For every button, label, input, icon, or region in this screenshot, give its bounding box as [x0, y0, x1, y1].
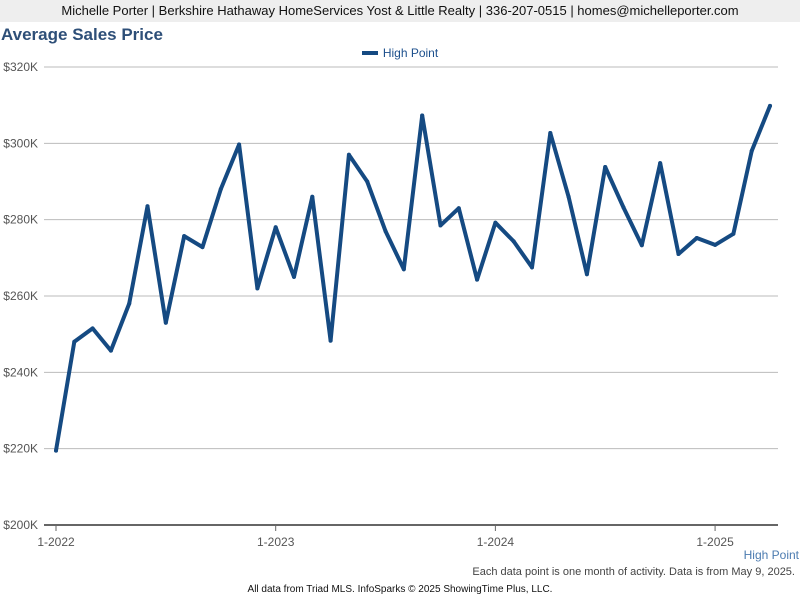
data-point — [346, 152, 351, 157]
data-point — [237, 142, 242, 147]
data-point — [603, 164, 608, 169]
data-point — [530, 265, 534, 270]
data-point — [292, 274, 296, 279]
agent-contact-header: Michelle Porter | Berkshire Hathaway Hom… — [0, 0, 800, 22]
data-point — [768, 103, 772, 108]
data-footnote: Each data point is one month of activity… — [472, 566, 795, 578]
data-point — [639, 243, 644, 248]
y-tick-label: $240K — [3, 365, 38, 379]
y-tick-label: $260K — [3, 289, 38, 303]
data-point — [456, 206, 461, 211]
series-corner-label: High Point — [743, 548, 799, 562]
data-point — [310, 194, 315, 199]
legend-label: High Point — [382, 46, 439, 60]
data-point — [511, 239, 516, 244]
data-point — [54, 448, 58, 453]
x-tick-label: 1-2025 — [696, 535, 734, 549]
data-point — [731, 231, 736, 236]
data-point — [328, 338, 333, 343]
x-tick-label: 1-2022 — [37, 535, 75, 549]
data-point — [255, 286, 260, 291]
axes: $200K $220K $240K $260K $280K $300K $320K 1-202… — [3, 60, 778, 549]
data-point — [90, 326, 95, 331]
x-tick-label: 1-2023 — [257, 535, 295, 549]
x-tick-label: 1-2024 — [477, 535, 515, 549]
series-line-high-point — [54, 103, 772, 453]
data-point — [658, 161, 663, 166]
data-point — [200, 245, 205, 250]
data-point — [475, 277, 480, 282]
data-point — [145, 204, 150, 209]
data-point — [749, 148, 754, 153]
data-point — [182, 234, 187, 239]
chart-title: Average Sales Price — [1, 25, 163, 44]
series-layer — [54, 103, 772, 453]
data-point — [72, 339, 77, 344]
chart-legend: High Point — [0, 46, 800, 60]
data-point — [383, 229, 388, 234]
data-point — [127, 301, 132, 306]
y-tick-label: $300K — [3, 136, 38, 150]
data-point — [163, 320, 168, 325]
data-point — [493, 220, 498, 225]
data-point — [566, 194, 571, 199]
y-tick-label: $320K — [3, 60, 38, 74]
y-tick-label: $200K — [3, 518, 38, 532]
data-source-credit: All data from Triad MLS. InfoSparks © 20… — [247, 584, 553, 595]
legend-swatch — [361, 50, 378, 55]
data-point — [218, 187, 223, 192]
data-point — [438, 223, 443, 228]
data-point — [420, 113, 425, 118]
data-point — [584, 272, 589, 277]
data-point — [548, 131, 553, 136]
y-tick-label: $280K — [3, 213, 38, 227]
data-point — [108, 348, 113, 353]
data-point — [694, 235, 699, 240]
data-point — [273, 225, 278, 230]
data-point — [401, 267, 406, 272]
data-point — [365, 179, 370, 184]
data-point — [621, 205, 626, 210]
y-tick-label: $220K — [3, 442, 38, 456]
grid-lines — [44, 66, 778, 450]
data-point — [676, 252, 681, 257]
data-point — [713, 242, 718, 247]
